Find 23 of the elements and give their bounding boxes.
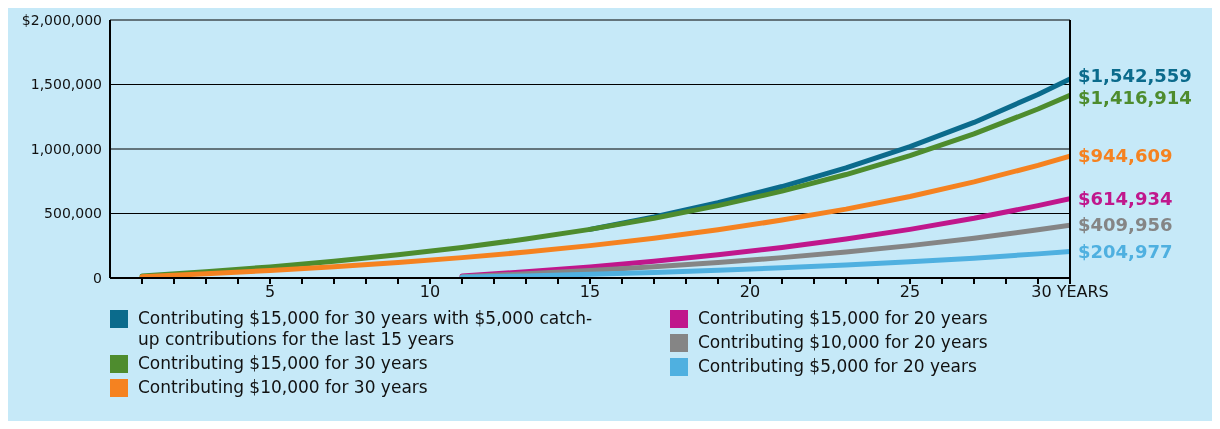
x-tick-label: 25: [899, 282, 921, 302]
x-tick-label: 30 YEARS: [1031, 282, 1109, 302]
legend-label: Contributing $15,000 for 30 years with $5,000 catch-up contributions for the last 15 years: [138, 308, 594, 350]
x-tick-label: 10: [419, 282, 441, 302]
x-tick-label: 20: [739, 282, 761, 302]
data-label: $409,956: [1078, 214, 1173, 236]
x-tick-label: 5: [264, 282, 276, 302]
legend-label: Contributing $15,000 for 20 years: [698, 308, 988, 329]
y-tick-label: 1,000,000: [30, 140, 102, 157]
y-tick-label: 500,000: [44, 205, 102, 222]
legend-label: Contributing $5,000 for 20 years: [698, 356, 977, 377]
data-label: $944,609: [1078, 145, 1173, 167]
data-label: $1,416,914: [1078, 87, 1192, 109]
legend-label: Contributing $15,000 for 30 years: [138, 353, 428, 374]
x-tick-label: 15: [579, 282, 601, 302]
y-tick-label: 0: [93, 269, 102, 286]
y-tick-label: 1,500,000: [30, 76, 102, 93]
legend-label: Contributing $10,000 for 20 years: [698, 332, 988, 353]
y-tick-label: $2,000,000: [21, 11, 102, 28]
data-label: $204,977: [1078, 240, 1173, 262]
legend-label: Contributing $10,000 for 30 years: [138, 377, 428, 398]
data-label: $614,934: [1078, 187, 1173, 209]
data-label: $1,542,559: [1078, 65, 1192, 87]
